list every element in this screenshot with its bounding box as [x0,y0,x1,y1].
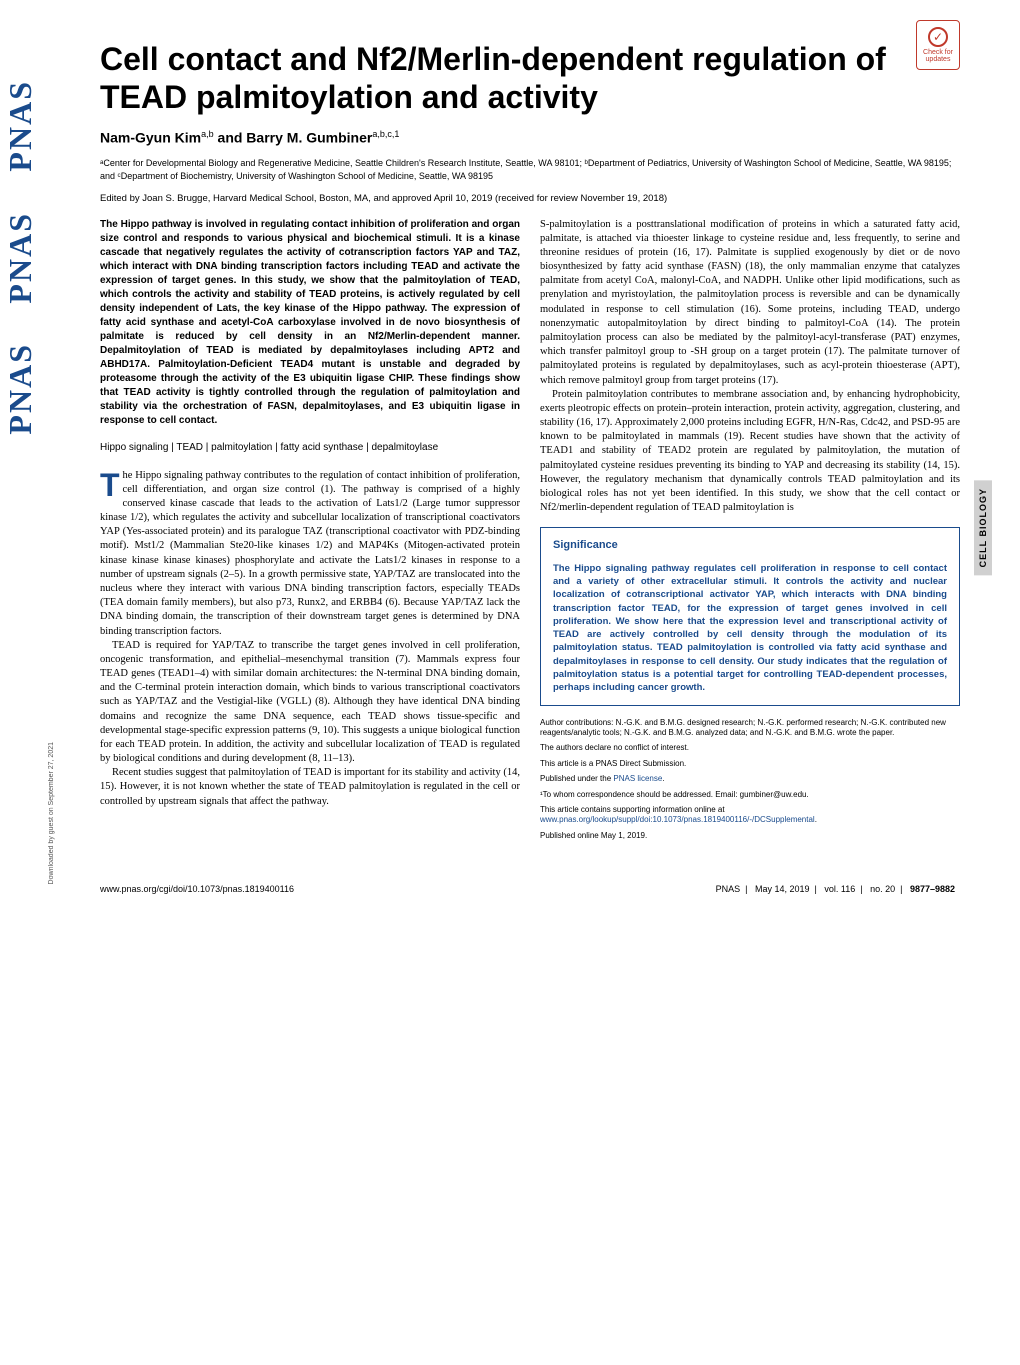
pnas-logo: PNAS [2,80,39,172]
check-icon: ✓ [928,27,948,47]
significance-body: The Hippo signaling pathway regulates ce… [553,562,947,695]
note-correspondence: ¹To whom correspondence should be addres… [540,790,960,800]
abstract: The Hippo pathway is involved in regulat… [100,218,520,428]
pnas-logo: PNAS [2,212,39,304]
pnas-logo: PNAS [2,343,39,435]
footer-journal: PNAS [711,884,746,894]
significance-box: Significance The Hippo signaling pathway… [540,527,960,705]
keywords: Hippo signaling | TEAD | palmitoylation … [100,442,520,453]
note-supplemental: This article contains supporting informa… [540,805,960,826]
paragraph-1: he Hippo signaling pathway contributes t… [100,470,520,637]
page-footer: www.pnas.org/cgi/doi/10.1073/pnas.181940… [100,876,960,894]
section-label: CELL BIOLOGY [974,480,992,575]
significance-heading: Significance [553,538,947,553]
dropcap: T [100,469,123,499]
edited-by: Edited by Joan S. Brugge, Harvard Medica… [100,193,960,204]
paragraph-5: Protein palmitoylation contributes to me… [540,388,960,516]
footer-vol: vol. 116 [819,884,860,894]
footer-citation: PNAS| May 14, 2019| vol. 116| no. 20| 98… [711,884,960,894]
license-link[interactable]: PNAS license [613,774,662,783]
article-title: Cell contact and Nf2/Merlin-dependent re… [100,40,960,117]
body-text-right: S-palmitoylation is a posttranslational … [540,218,960,516]
article-notes: Author contributions: N.-G.K. and B.M.G.… [540,718,960,842]
download-note: Downloaded by guest on September 27, 202… [48,742,55,884]
note-contributions: Author contributions: N.-G.K. and B.M.G.… [540,718,960,739]
paragraph-3: Recent studies suggest that palmitoylati… [100,766,520,809]
note-license: Published under the PNAS license. [540,774,960,784]
author-and: and Barry M. Gumbiner [214,129,373,145]
author-1: Nam-Gyun Kim [100,129,201,145]
paragraph-4: S-palmitoylation is a posttranslational … [540,218,960,388]
column-left: The Hippo pathway is involved in regulat… [100,218,520,846]
footer-no: no. 20 [865,884,900,894]
badge-line1: Check for [923,49,953,56]
authors: Nam-Gyun Kima,b and Barry M. Gumbinera,b… [100,129,960,146]
author-2-affil: a,b,c,1 [372,129,399,139]
footer-pages: 9877–9882 [905,884,960,894]
paragraph-2: TEAD is required for YAP/TAZ to transcri… [100,639,520,767]
note-published: Published online May 1, 2019. [540,831,960,841]
column-right: S-palmitoylation is a posttranslational … [540,218,960,846]
affiliations: ᵃCenter for Developmental Biology and Re… [100,157,960,182]
footer-doi: www.pnas.org/cgi/doi/10.1073/pnas.181940… [100,884,294,894]
note-submission: This article is a PNAS Direct Submission… [540,759,960,769]
body-text-left: The Hippo signaling pathway contributes … [100,469,520,809]
page-container: PNAS PNAS PNAS ✓ Check for updates CELL … [0,0,1020,924]
pnas-sidebar: PNAS PNAS PNAS [0,0,40,924]
supplemental-link[interactable]: www.pnas.org/lookup/suppl/doi:10.1073/pn… [540,815,815,824]
badge-line2: updates [926,56,951,63]
footer-date: May 14, 2019 [750,884,815,894]
author-1-affil: a,b [201,129,214,139]
note-conflict: The authors declare no conflict of inter… [540,743,960,753]
two-column-layout: The Hippo pathway is involved in regulat… [100,218,960,846]
check-updates-badge[interactable]: ✓ Check for updates [916,20,960,70]
